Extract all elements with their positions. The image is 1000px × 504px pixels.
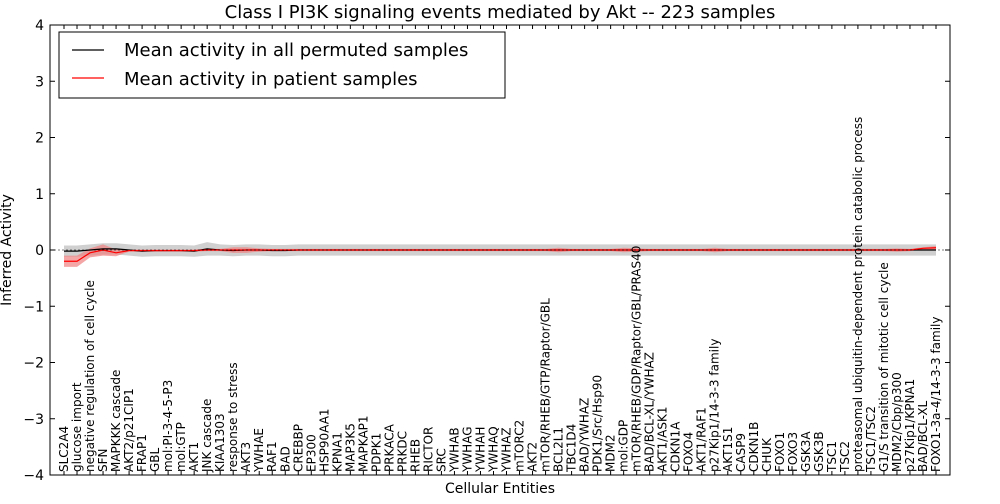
- x-tick-label: MDM2: [604, 434, 618, 472]
- x-tick-label: AKT2/p21CIP1: [122, 388, 136, 472]
- x-tick-label: response to stress: [226, 362, 240, 472]
- y-axis-ticks: 4 3 2 1 0 −1 −2 −3 −4: [23, 18, 950, 484]
- y-tick-label: −3: [23, 412, 44, 428]
- x-tick-label: AKT2: [526, 442, 540, 472]
- x-tick-label: BCL2L1: [552, 427, 566, 472]
- x-tick-label: AKT1S1: [721, 427, 735, 472]
- x-tick-label: FOXO4: [682, 432, 696, 472]
- x-tick-label: mol:GTP: [174, 422, 188, 472]
- x-tick-label: YWHAB: [447, 427, 461, 473]
- x-tick-label: BAD/BCL-XL/YWHAZ: [643, 352, 657, 472]
- legend-box: [58, 31, 506, 99]
- x-tick-label: BAD/BCL-XL: [916, 400, 930, 472]
- legend-entry-patient: Mean activity in patient samples: [124, 69, 418, 90]
- x-tick-label: mol:GDP: [617, 420, 631, 472]
- x-tick-label: MAPKKK cascade: [109, 370, 123, 472]
- y-tick-label: 3: [35, 74, 44, 90]
- y-tick-label: −4: [23, 468, 44, 484]
- x-tick-label: MDM2/Cbp/p300: [890, 372, 904, 472]
- y-tick-label: −2: [23, 356, 44, 372]
- x-tick-label: KPNA1: [330, 432, 344, 472]
- x-tick-label: YWHAZ: [500, 427, 514, 473]
- x-tick-label: FOXO1-3a-4/14-3-3 family: [929, 317, 943, 473]
- legend: Mean activity in all permuted samples Me…: [58, 31, 506, 99]
- x-tick-label: CDKN1A: [669, 421, 683, 472]
- x-tick-label: mTORC2: [513, 420, 527, 472]
- chart-title: Class I PI3K signaling events mediated b…: [225, 2, 776, 23]
- x-tick-label: glucose import: [70, 382, 84, 472]
- x-tick-label: SLC2A4: [57, 426, 71, 472]
- series-lines: [50, 247, 950, 262]
- x-tick-label: EP300: [304, 434, 318, 472]
- x-tick-label: CASP9: [734, 433, 748, 472]
- x-tick-label: p27Kip1/KPNA1: [903, 379, 917, 472]
- y-tick-label: 2: [35, 131, 44, 147]
- x-tick-label: FOXO3: [786, 432, 800, 472]
- x-tick-label: GSK3A: [799, 431, 813, 472]
- x-tick-label: PDK1/Src/Hsp90: [591, 375, 605, 472]
- x-tick-label: SFN: [96, 449, 110, 473]
- x-tick-label: proteasomal ubiquitin-dependent protein …: [851, 117, 865, 472]
- x-tick-label: TSC1/TSC2: [864, 406, 878, 473]
- x-tick-label: FOXO1: [773, 432, 787, 472]
- y-tick-label: −1: [23, 299, 44, 315]
- x-tick-label: YWHAG: [460, 426, 474, 473]
- x-tick-label: HSP90AA1: [317, 408, 331, 472]
- x-tick-label: AKT1/ASK1: [656, 407, 670, 472]
- y-tick-label: 0: [35, 243, 44, 259]
- x-tick-label: TSC1: [825, 441, 839, 473]
- x-tick-label: AKT1/RAF1: [695, 407, 709, 472]
- x-tick-label: YWHAQ: [486, 426, 500, 473]
- x-tick-label: RHEB: [408, 439, 422, 472]
- y-tick-label: 4: [35, 18, 44, 34]
- x-tick-label: RICTOR: [421, 427, 435, 472]
- x-axis-tick-labels: SLC2A4 glucose import negative regulation …: [57, 25, 943, 475]
- x-tick-label: JNK cascade: [200, 399, 214, 473]
- x-tick-label: PDPK1: [369, 433, 383, 472]
- x-tick-label: AKT1: [187, 442, 201, 472]
- x-tick-label: GSK3B: [812, 431, 826, 472]
- y-tick-label: 1: [35, 187, 44, 203]
- x-tick-label: GBL: [148, 447, 162, 472]
- x-tick-label: YWHAH: [473, 427, 487, 473]
- x-tick-label: KIAA1303: [213, 413, 227, 472]
- x-tick-label: MAP3K5: [343, 423, 357, 472]
- x-tick-label: YWHAE: [252, 428, 266, 473]
- x-tick-label: TSC2: [838, 441, 852, 473]
- x-tick-label: negative regulation of cell cycle: [83, 280, 97, 472]
- x-tick-label: RAF1: [265, 441, 279, 472]
- x-tick-label: MAPKAP1: [356, 415, 370, 472]
- x-tick-label: mol:PI-3-4-5-P3: [161, 380, 175, 472]
- x-tick-label: p27Kip1/14-3-3 family: [708, 339, 722, 472]
- x-tick-label: BAD/YWHAZ: [578, 398, 592, 472]
- x-tick-label: CREBBP: [291, 424, 305, 472]
- legend-entry-permuted: Mean activity in all permuted samples: [124, 40, 468, 61]
- x-tick-label: AKT3: [239, 442, 253, 472]
- x-tick-label: mTOR/RHEB/GTP/Raptor/GBL: [539, 298, 553, 472]
- x-tick-label: BAD: [278, 446, 292, 472]
- x-tick-label: PRKACA: [382, 423, 396, 472]
- y-axis-label: Inferred Activity: [0, 194, 15, 306]
- x-tick-label: CHUK: [760, 437, 774, 472]
- x-axis-label: Cellular Entities: [445, 481, 555, 497]
- x-tick-label: TBC1D4: [565, 424, 579, 473]
- x-tick-label: mTOR/RHEB/GDP/Raptor/GBL/PRAS40: [630, 246, 644, 472]
- x-tick-label: SRC: [434, 448, 448, 472]
- x-tick-label: PRKDC: [395, 431, 409, 472]
- x-tick-label: G1/S transition of mitotic cell cycle: [877, 262, 891, 472]
- x-tick-label: CDKN1B: [747, 422, 761, 472]
- x-tick-label: FRAP1: [135, 434, 149, 472]
